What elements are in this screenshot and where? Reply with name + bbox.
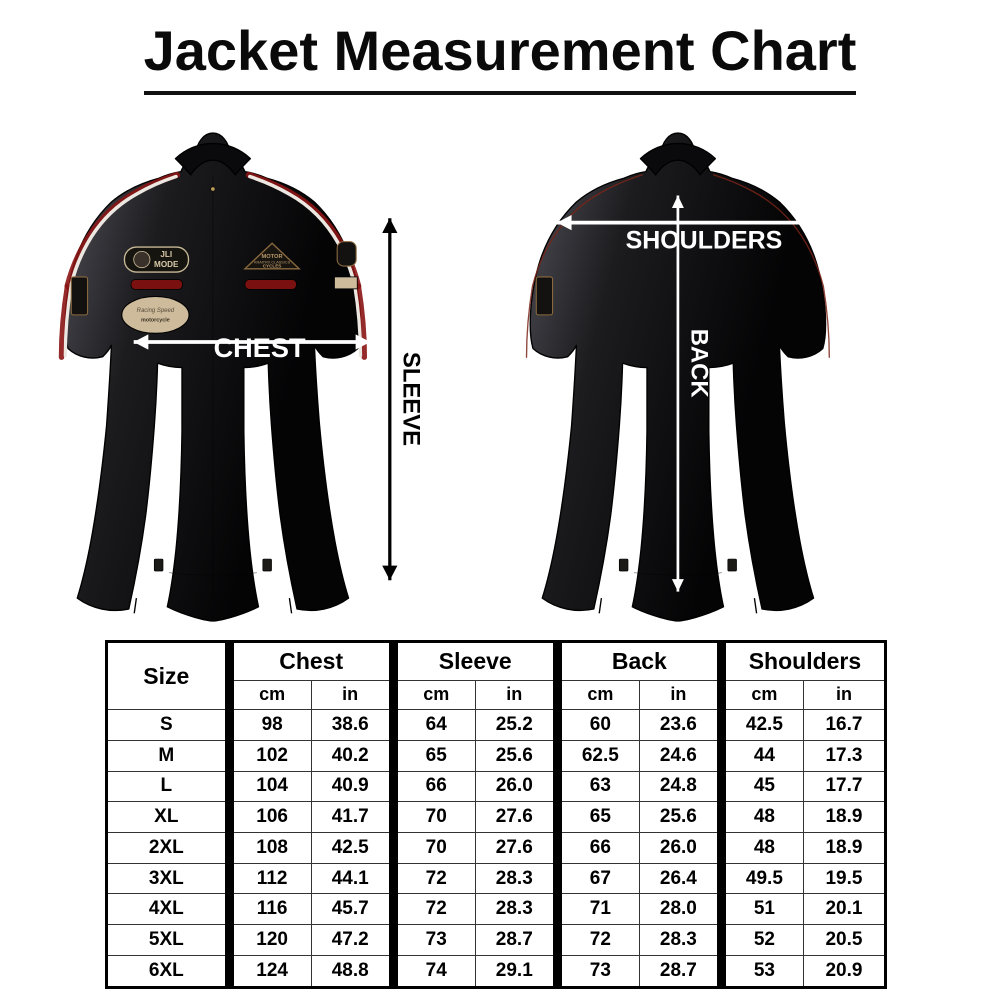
svg-text:SLEEVE: SLEEVE [397,352,424,446]
svg-text:JLI: JLI [160,250,172,259]
svg-text:MOTOR: MOTOR [262,254,283,260]
svg-text:BACK: BACK [685,329,712,399]
svg-text:SHOULDERS: SHOULDERS [626,227,783,255]
svg-text:motorcycle: motorcycle [141,317,170,323]
svg-text:CHEST: CHEST [214,332,306,363]
svg-text:Racing Speed: Racing Speed [137,308,175,314]
svg-text:MODE: MODE [154,260,179,269]
svg-text:CYCLES: CYCLES [263,264,282,269]
